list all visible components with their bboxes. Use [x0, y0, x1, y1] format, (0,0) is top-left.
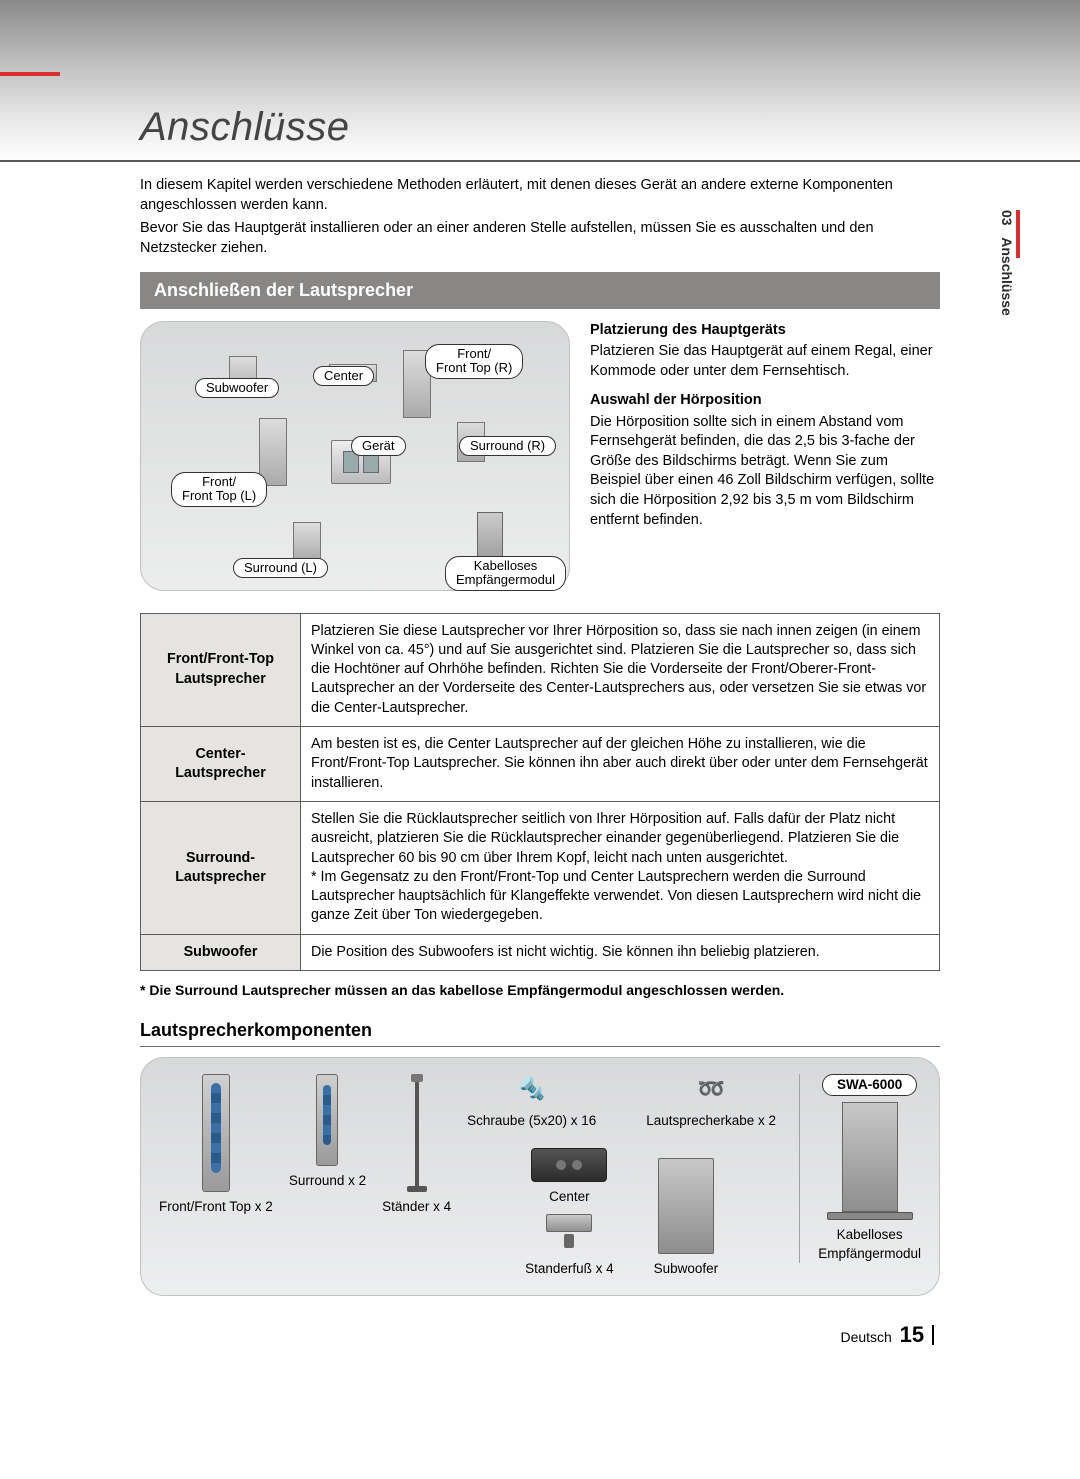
table-row-head: Surround-Lautsprecher: [141, 801, 301, 934]
comp-module: SWA-6000 Kabelloses Empfängermodul: [799, 1074, 921, 1263]
dia-label-geraet: Gerät: [351, 436, 406, 457]
dia-label-surround-l: Surround (L): [233, 558, 328, 579]
cable-icon: ➿: [697, 1074, 724, 1104]
placement-h2: Auswahl der Hörposition: [590, 391, 940, 411]
section-band: Anschließen der Lautsprecher: [140, 272, 940, 308]
comp-sub-label: Subwoofer: [654, 1260, 719, 1278]
table-row-head: Front/Front-Top Lautsprecher: [141, 613, 301, 726]
comp-front-label: Front/Front Top x 2: [159, 1198, 273, 1216]
table-row-body: Platzieren Sie diese Lautsprecher vor Ih…: [301, 613, 940, 726]
speaker-placement-diagram: Subwoofer Center Front/ Front Top (R) Ge…: [140, 321, 570, 591]
intro-block: In diesem Kapitel werden verschiedene Me…: [140, 176, 940, 258]
table-row-head: Center-Lautsprecher: [141, 727, 301, 802]
comp-center-label: Center: [549, 1188, 590, 1206]
page-footer: Deutsch 15: [140, 1320, 940, 1350]
dia-label-center: Center: [313, 366, 374, 387]
table-row-head: Subwoofer: [141, 934, 301, 970]
footer-lang: Deutsch: [840, 1329, 891, 1345]
swa-badge: SWA-6000: [822, 1074, 917, 1096]
dia-label-surround-r: Surround (R): [459, 436, 556, 457]
dia-label-front-l: Front/ Front Top (L): [171, 472, 267, 508]
table-row-body: Am besten ist es, die Center Lautspreche…: [301, 727, 940, 802]
placement-h1: Platzierung des Hauptgeräts: [590, 321, 940, 341]
intro-p2: Bevor Sie das Hauptgerät installieren od…: [140, 219, 940, 258]
comp-surround-label: Surround x 2: [289, 1172, 366, 1190]
components-panel: Front/Front Top x 2 Surround x 2 Ständer…: [140, 1057, 940, 1295]
comp-module-label: Kabelloses Empfängermodul: [818, 1226, 921, 1262]
components-heading: Lautsprecherkomponenten: [140, 1018, 940, 1042]
comp-surround: Surround x 2: [289, 1074, 366, 1190]
comp-front: Front/Front Top x 2: [159, 1074, 273, 1216]
chapter-rule: [0, 160, 1080, 162]
footer-page: 15: [900, 1322, 924, 1347]
comp-standfoot-label: Standerfuß x 4: [525, 1260, 614, 1278]
chapter-title: Anschlüsse: [140, 100, 350, 154]
screw-icon: 🔩: [518, 1074, 545, 1104]
speaker-table: Front/Front-Top LautsprecherPlatzieren S…: [140, 613, 940, 971]
table-note: * Die Surround Lautsprecher müssen an da…: [140, 981, 940, 1000]
dia-label-subwoofer: Subwoofer: [195, 378, 279, 399]
table-row-body: Die Position des Subwoofers ist nicht wi…: [301, 934, 940, 970]
comp-screw-cable-center-foot: 🔩 Schraube (5x20) x 16 ➿ Lautsprecherkab…: [467, 1074, 776, 1278]
placement-p2: Die Hörposition sollte sich in einem Abs…: [590, 413, 940, 530]
header-accent-bar: [0, 72, 60, 76]
subwoofer-icon: [658, 1158, 714, 1254]
intro-p1: In diesem Kapitel werden verschiedene Me…: [140, 176, 940, 215]
placement-p1: Platzieren Sie das Hauptgerät auf einem …: [590, 342, 940, 381]
dia-label-module: Kabelloses Empfängermodul: [445, 556, 566, 592]
components-rule: [140, 1046, 940, 1047]
center-speaker-icon: [531, 1148, 607, 1182]
comp-stand: Ständer x 4: [382, 1074, 451, 1216]
comp-stand-label: Ständer x 4: [382, 1198, 451, 1216]
placement-text: Platzierung des Hauptgeräts Platzieren S…: [590, 321, 940, 541]
table-row-body: Stellen Sie die Rücklautsprecher seitlic…: [301, 801, 940, 934]
comp-screw-label: Schraube (5x20) x 16: [467, 1112, 596, 1130]
comp-cable-label: Lautsprecherkabe x 2: [646, 1112, 776, 1130]
dia-label-front-r: Front/ Front Top (R): [425, 344, 523, 380]
page-header-gradient: Anschlüsse: [0, 0, 1080, 160]
